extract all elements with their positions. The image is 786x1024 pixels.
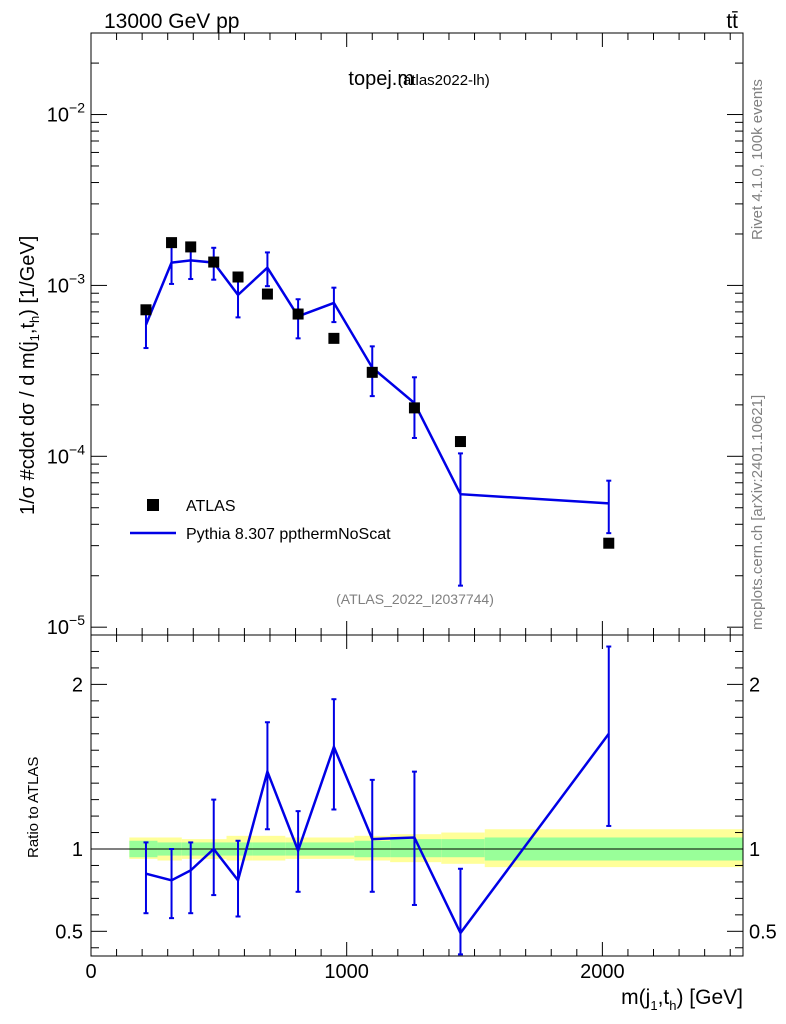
ratio-axis-ticks: 2 21 10.5 0.50 1000 2000: [55, 635, 777, 983]
rivet-version-label: Rivet 4.1.0, 100k events: [749, 79, 766, 240]
plot-title: topej.m: [348, 68, 414, 90]
main-panel: 10−210−310−410−5 topej.m (atlas2022-lh) …: [47, 32, 744, 639]
atlas-data-point: [366, 366, 378, 378]
ratio-band-inner: [441, 839, 485, 858]
ratio-series-group: [143, 645, 612, 956]
watermark-label: (ATLAS_2022_I2037744): [336, 591, 494, 607]
energy-label: 13000 GeV pp: [104, 10, 239, 33]
main-axis-ticks: 10−2 10−3 10−4 10−5: [47, 32, 743, 639]
y-tick-label: 10−5: [47, 612, 85, 639]
legend-label-atlas: ATLAS: [186, 498, 236, 515]
x-tick-label: 1000: [324, 961, 369, 983]
ratio-y-axis-label: Ratio to ATLAS: [25, 757, 42, 858]
main-panel-frame: [90, 32, 744, 636]
ratio-tick-label-right: 1: [749, 839, 760, 861]
x-axis-label: m(j1,th) [GeV]: [621, 986, 743, 1013]
x-tick-label: 0: [85, 961, 96, 983]
atlas-data-point: [408, 402, 420, 414]
atlas-data-point: [185, 241, 197, 253]
ratio-panel: 2 21 10.5 0.50 1000 2000: [55, 634, 777, 983]
plot-title-sub: (atlas2022-lh): [398, 72, 490, 89]
ratio-tick-label-left: 1: [72, 839, 83, 861]
mc-series-line: [144, 259, 609, 505]
x-tick-label: 2000: [580, 961, 625, 983]
atlas-data-point: [140, 304, 152, 316]
source-label: mcplots.cern.ch [arXiv:2401.10621]: [749, 395, 766, 630]
y-tick-label: 10−4: [47, 441, 85, 468]
atlas-data-point: [454, 436, 466, 448]
ratio-tick-label-right: 0.5: [749, 921, 777, 943]
atlas-data-point: [603, 537, 615, 549]
ratio-panel-frame: [90, 634, 744, 957]
ratio-series-line: [145, 733, 610, 936]
ratio-tick-label-left: 0.5: [55, 921, 83, 943]
y-tick-label: 10−3: [47, 270, 85, 297]
process-label: tt̄: [726, 10, 738, 33]
atlas-data-point: [232, 271, 244, 283]
atlas-data-point: [261, 288, 273, 300]
atlas-data-point: [208, 256, 220, 268]
atlas-data-point: [292, 308, 304, 320]
legend-marker-atlas: [147, 499, 159, 511]
ratio-bands: [91, 829, 743, 868]
y-axis-label: 1/σ #cdot dσ / d m(j1,th) [1/GeV]: [17, 236, 42, 515]
legend-label-pythia: Pythia 8.307 ppthermNoScat: [186, 526, 391, 543]
ratio-band-inner: [390, 839, 442, 858]
atlas-data-point: [166, 237, 178, 249]
ratio-tick-label-left: 2: [72, 674, 83, 696]
y-tick-label: 10−2: [47, 100, 85, 127]
ratio-tick-label-right: 2: [749, 674, 760, 696]
main-series-group: [140, 237, 615, 587]
atlas-data-point: [328, 332, 340, 344]
